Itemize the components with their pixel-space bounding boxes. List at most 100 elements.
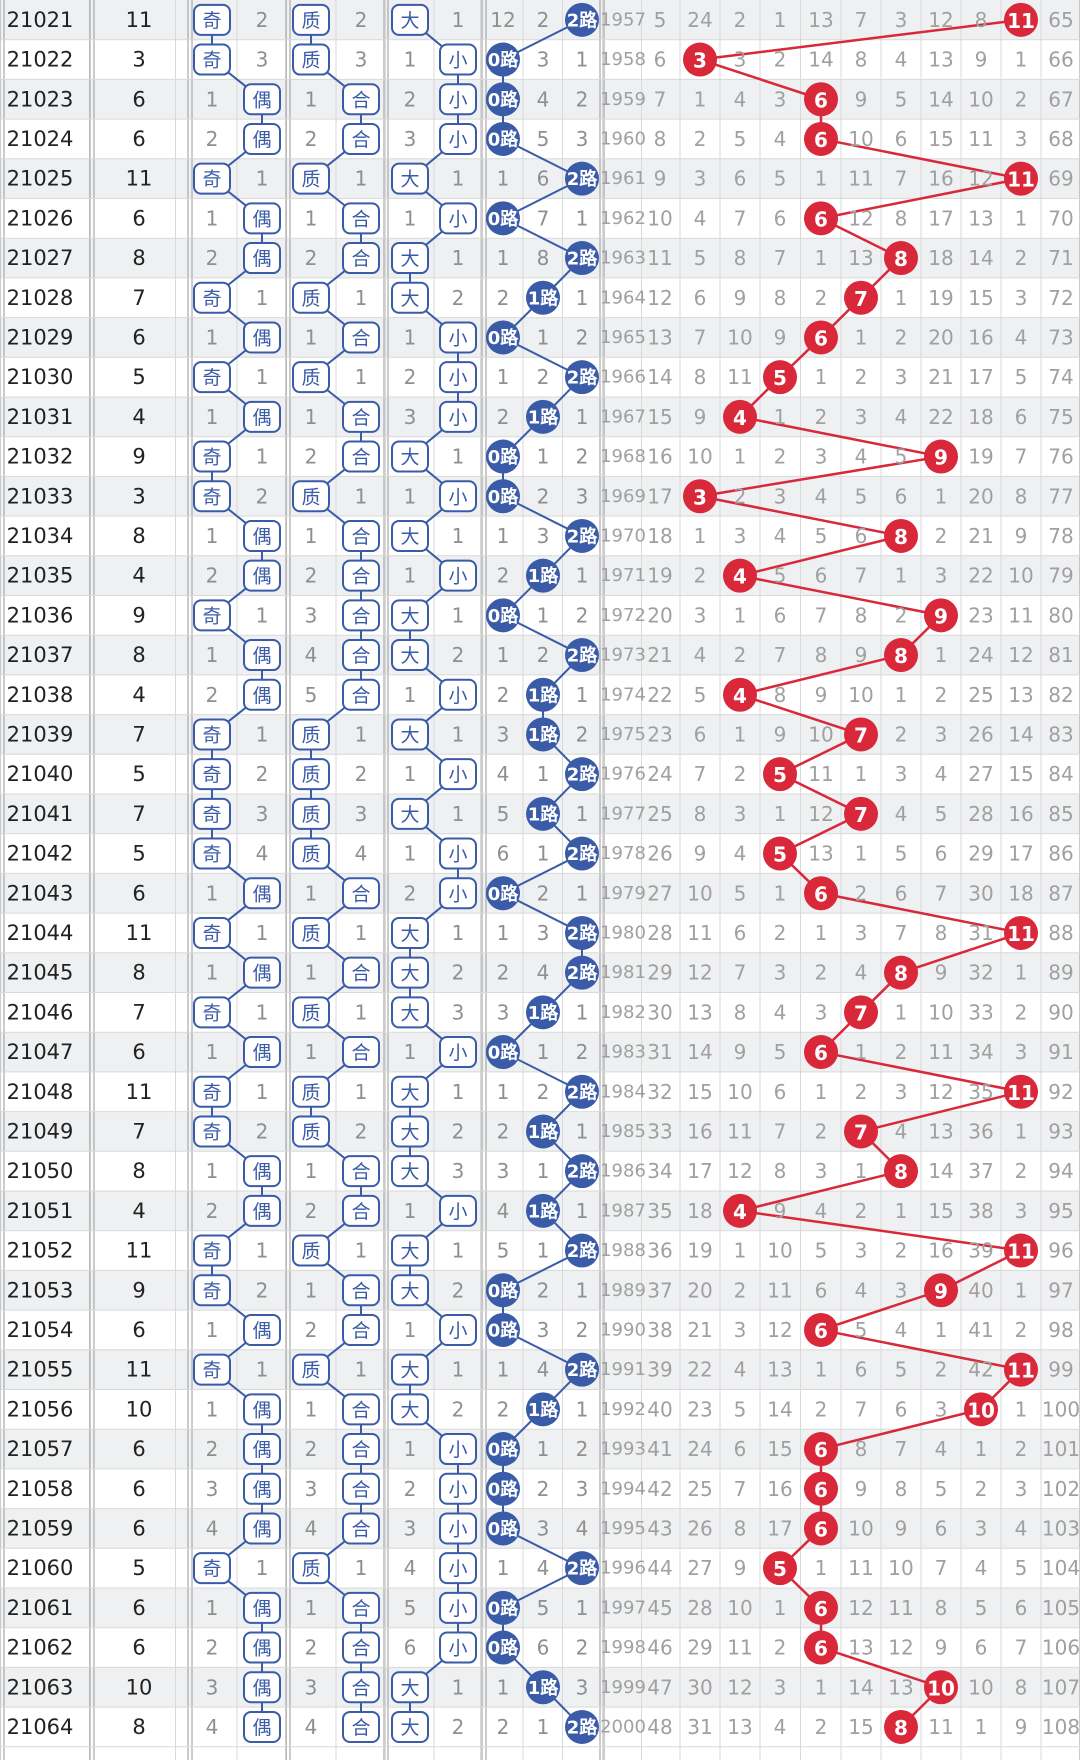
badge-box	[243, 400, 281, 433]
sum-value: 9	[132, 445, 145, 469]
badge-box	[243, 1433, 281, 1466]
hit-ball	[844, 796, 878, 831]
issue-number: 21034	[7, 524, 74, 548]
route-ball	[526, 1670, 560, 1705]
sum-value: 3	[132, 48, 145, 72]
badge-box	[391, 519, 429, 552]
badge-label: 偶	[252, 327, 271, 349]
badge-label: 合	[351, 963, 370, 985]
omission-value: 10	[727, 1596, 752, 1620]
badge-box: 质	[292, 1234, 330, 1267]
omission-value: 9	[1015, 524, 1028, 548]
badge-box: 质	[292, 1115, 330, 1148]
sum-value: 6	[132, 1477, 145, 1501]
omission-value: 6	[815, 564, 828, 588]
badge-box	[193, 1274, 231, 1307]
hit-ball	[964, 1392, 998, 1427]
omission-value: 1	[815, 1358, 828, 1382]
omission-value: 23	[968, 603, 993, 627]
omission-value: 1	[855, 1040, 868, 1064]
badge-label: 偶	[252, 1479, 271, 1501]
route-ball	[486, 121, 520, 156]
omission-value: 14	[928, 87, 953, 111]
omission-value: 2	[256, 762, 269, 786]
omission-value: 66	[1048, 48, 1073, 72]
omission-value: 12	[647, 286, 672, 310]
issue-number: 21027	[7, 246, 74, 270]
badge-box: 小	[439, 202, 477, 235]
omission-value: 9	[975, 48, 988, 72]
badge-box	[243, 877, 281, 910]
omission-value: 5	[855, 484, 868, 508]
badge-box	[342, 1433, 380, 1466]
omission-value: 13	[848, 246, 873, 270]
omission-value: 12	[888, 1636, 913, 1660]
route-ball	[526, 1193, 560, 1228]
omission-value: 7	[895, 1437, 908, 1461]
badge-label: 奇	[202, 1558, 221, 1580]
omission-value: 6	[734, 921, 747, 945]
route-ball	[486, 439, 520, 474]
omission-value: 4	[774, 1715, 787, 1739]
hit-ball	[884, 638, 918, 673]
omission-value: 10	[1008, 564, 1033, 588]
omission-value: 2	[452, 1715, 465, 1739]
omission-value: 1	[206, 405, 219, 429]
route-label: 0路	[488, 1439, 520, 1461]
omission-value: 1	[452, 722, 465, 746]
omission-value: 1	[404, 683, 417, 707]
route-ball	[526, 1392, 560, 1427]
route-label: 0路	[488, 446, 520, 468]
badge-box: 奇	[193, 1274, 231, 1307]
route-label: 0路	[488, 605, 520, 627]
route-ball	[526, 280, 560, 315]
badge-box	[391, 162, 429, 195]
sum-trend-line	[739, 1209, 1022, 1252]
omission-value: 1	[576, 683, 589, 707]
omission-value: 1	[497, 1556, 510, 1580]
omission-value: 2000	[600, 1716, 646, 1737]
sum-trend-line	[739, 534, 902, 577]
omission-value: 1	[206, 1040, 219, 1064]
sum-value: 8	[132, 961, 145, 985]
route-label: 0路	[488, 1319, 520, 1341]
issue-number: 21054	[7, 1318, 74, 1342]
sum-trend-line	[820, 1328, 1022, 1371]
omission-value: 3	[935, 722, 948, 746]
omission-value: 8	[855, 1437, 868, 1461]
omission-value: 23	[687, 1397, 712, 1421]
badge-box	[391, 718, 429, 751]
omission-value: 2	[895, 325, 908, 349]
badge-box	[193, 916, 231, 949]
omission-value: 7	[855, 8, 868, 32]
badge-box: 偶	[243, 1472, 281, 1505]
sum-value: 5	[132, 1556, 145, 1580]
omission-value: 1	[305, 1397, 318, 1421]
badge-box	[391, 1155, 429, 1188]
route-label: 0路	[488, 486, 520, 508]
badge-label: 偶	[252, 407, 271, 429]
omission-value: 22	[968, 564, 993, 588]
omission-value: 3	[1015, 1477, 1028, 1501]
omission-value: 36	[968, 1119, 993, 1143]
hit-ball-label: 3	[693, 49, 707, 73]
route-ball	[486, 82, 520, 117]
badge-label: 质	[301, 1002, 320, 1024]
hit-ball	[1004, 2, 1038, 37]
omission-value: 4	[734, 1358, 747, 1382]
omission-value: 3	[537, 48, 550, 72]
omission-value: 24	[687, 1437, 712, 1461]
omission-value: 3	[734, 524, 747, 548]
badge-box	[193, 440, 231, 473]
omission-value: 22	[928, 405, 953, 429]
omission-value: 2	[537, 643, 550, 667]
hit-ball-label: 11	[1007, 1240, 1035, 1264]
omission-value: 1	[1015, 1278, 1028, 1302]
omission-value: 1	[694, 524, 707, 548]
badge-label: 大	[400, 1082, 419, 1104]
omission-value: 3	[815, 445, 828, 469]
badge-box	[342, 599, 380, 632]
badge-box: 大	[391, 1710, 429, 1743]
badge-box: 质	[292, 480, 330, 513]
omission-value: 5	[537, 1596, 550, 1620]
